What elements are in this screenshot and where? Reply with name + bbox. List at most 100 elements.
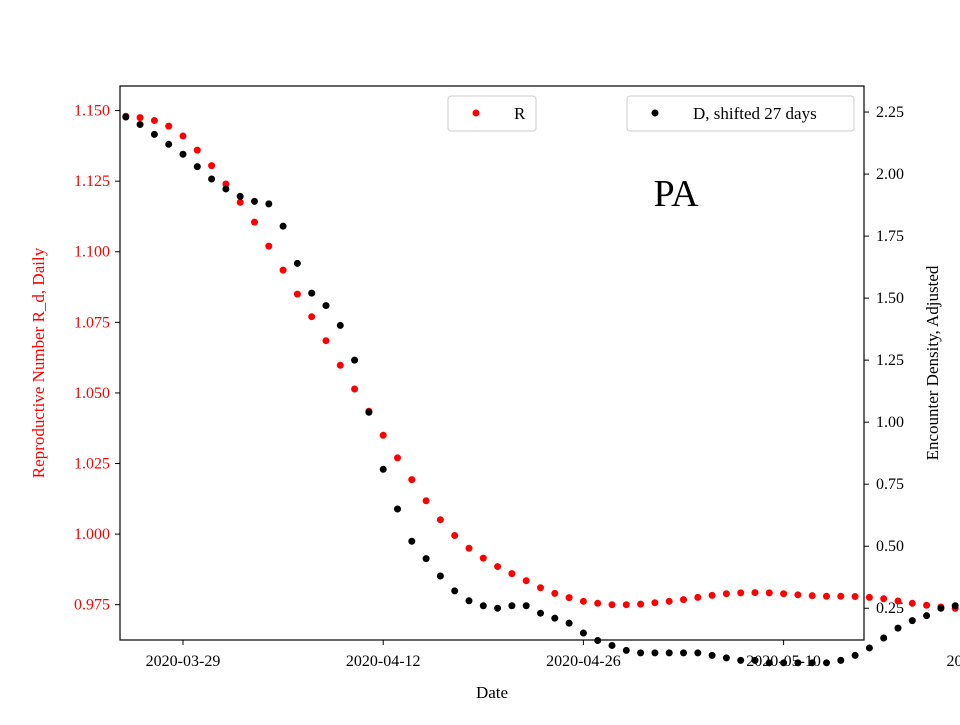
legend-r-marker — [472, 109, 480, 117]
r-data-point — [336, 361, 344, 369]
d-data-point — [880, 634, 888, 642]
r-data-point — [737, 589, 745, 597]
right-tick-label: 1.00 — [876, 414, 904, 431]
r-data-point — [193, 146, 201, 154]
d-data-point — [236, 192, 244, 200]
r-data-point — [222, 180, 230, 188]
d-data-point — [823, 659, 830, 667]
left-tick-label: 0.975 — [74, 597, 110, 614]
left-tick-label: 1.075 — [74, 314, 110, 331]
x-tick-label: 2020-04-12 — [346, 653, 421, 670]
r-data-point — [251, 218, 258, 226]
d-data-point — [165, 140, 173, 148]
d-data-point — [265, 200, 273, 208]
d-data-point — [479, 602, 487, 610]
right-tick-label: 1.75 — [876, 228, 904, 245]
d-data-point — [665, 649, 673, 657]
legend-d-box — [626, 95, 855, 132]
d-data-point — [322, 302, 330, 310]
d-data-point — [465, 597, 473, 605]
r-data-point — [722, 590, 730, 598]
r-data-point — [150, 116, 158, 124]
d-data-point — [622, 646, 630, 654]
d-data-point — [722, 654, 730, 662]
left-tick-label: 1.050 — [74, 385, 110, 402]
r-data-point — [422, 497, 430, 505]
r-data-point — [808, 592, 816, 600]
d-data-point — [436, 572, 444, 580]
left-axis-ticks: 0.975 1.000 1.025 1.050 1.075 1.100 1.125 1.150 — [74, 103, 120, 614]
r-data-point — [479, 554, 487, 562]
left-tick-label: 1.025 — [74, 456, 110, 473]
r-data-point — [308, 313, 316, 321]
r-data-point — [594, 599, 602, 607]
d-data-point — [794, 659, 802, 667]
d-data-point — [279, 222, 287, 230]
right-axis-ticks: 0.25 0.50 0.75 1.00 1.25 1.50 1.75 2.00 2.25 — [864, 104, 904, 617]
d-data-point — [951, 602, 959, 610]
d-data-point — [579, 629, 587, 637]
r-data-point — [780, 590, 788, 598]
legend-r-label: R — [514, 104, 526, 123]
d-data-point — [193, 163, 201, 171]
r-data-point — [136, 114, 144, 122]
r-data-point — [880, 595, 888, 603]
d-data-point — [394, 505, 401, 513]
r-data-point — [751, 589, 759, 597]
r-data-point — [293, 290, 301, 298]
left-axis-label: Reproductive Number R_d, Daily — [29, 247, 48, 478]
legend-r-box — [447, 95, 537, 132]
d-data-point — [680, 649, 687, 657]
d-data-point — [737, 656, 745, 664]
right-tick-label: 1.25 — [876, 352, 904, 369]
r-data-point — [794, 591, 802, 599]
r-data-point — [894, 597, 902, 605]
r-data-point — [665, 597, 673, 605]
r-data-point — [765, 589, 773, 597]
r-data-point — [508, 570, 516, 578]
d-data-point — [336, 321, 344, 329]
d-data-point — [408, 537, 416, 545]
r-data-point — [851, 593, 859, 601]
r-data-point — [637, 600, 645, 608]
d-data-point — [637, 649, 645, 657]
d-data-point — [365, 408, 373, 416]
chart-marks — [122, 112, 959, 667]
r-data-point — [837, 592, 845, 600]
r-data-point — [208, 162, 216, 170]
d-data-point — [508, 602, 516, 610]
right-tick-label: 2.00 — [876, 166, 904, 183]
right-tick-label: 1.50 — [876, 290, 904, 307]
r-data-point — [436, 516, 444, 524]
d-data-point — [837, 656, 845, 664]
d-data-point — [923, 612, 931, 620]
d-data-point — [179, 150, 187, 158]
d-data-point — [694, 649, 702, 657]
d-data-point — [351, 356, 359, 364]
d-data-point — [565, 619, 573, 627]
r-data-point — [579, 597, 587, 605]
d-data-point — [608, 641, 616, 649]
x-axis-label: Date — [476, 683, 508, 702]
d-data-point — [765, 659, 773, 667]
r-data-point — [694, 593, 702, 601]
r-data-point — [708, 591, 716, 599]
legend-d-marker — [651, 109, 659, 117]
right-tick-label: 2.25 — [876, 104, 904, 121]
r-data-point — [522, 577, 530, 585]
d-data-point — [908, 617, 916, 625]
d-data-point — [136, 120, 144, 128]
x-tick-label: 2020-05-24 — [946, 653, 960, 670]
d-data-point — [379, 465, 387, 473]
d-data-point — [150, 130, 158, 138]
r-data-point — [908, 599, 916, 607]
d-data-point — [422, 555, 430, 563]
d-data-point — [122, 113, 130, 121]
d-data-point — [451, 587, 459, 595]
x-tick-label: 2020-03-29 — [146, 653, 221, 670]
d-data-point — [522, 602, 530, 610]
d-data-point — [751, 656, 759, 664]
left-tick-label: 1.150 — [74, 103, 110, 120]
d-data-point — [494, 604, 502, 612]
